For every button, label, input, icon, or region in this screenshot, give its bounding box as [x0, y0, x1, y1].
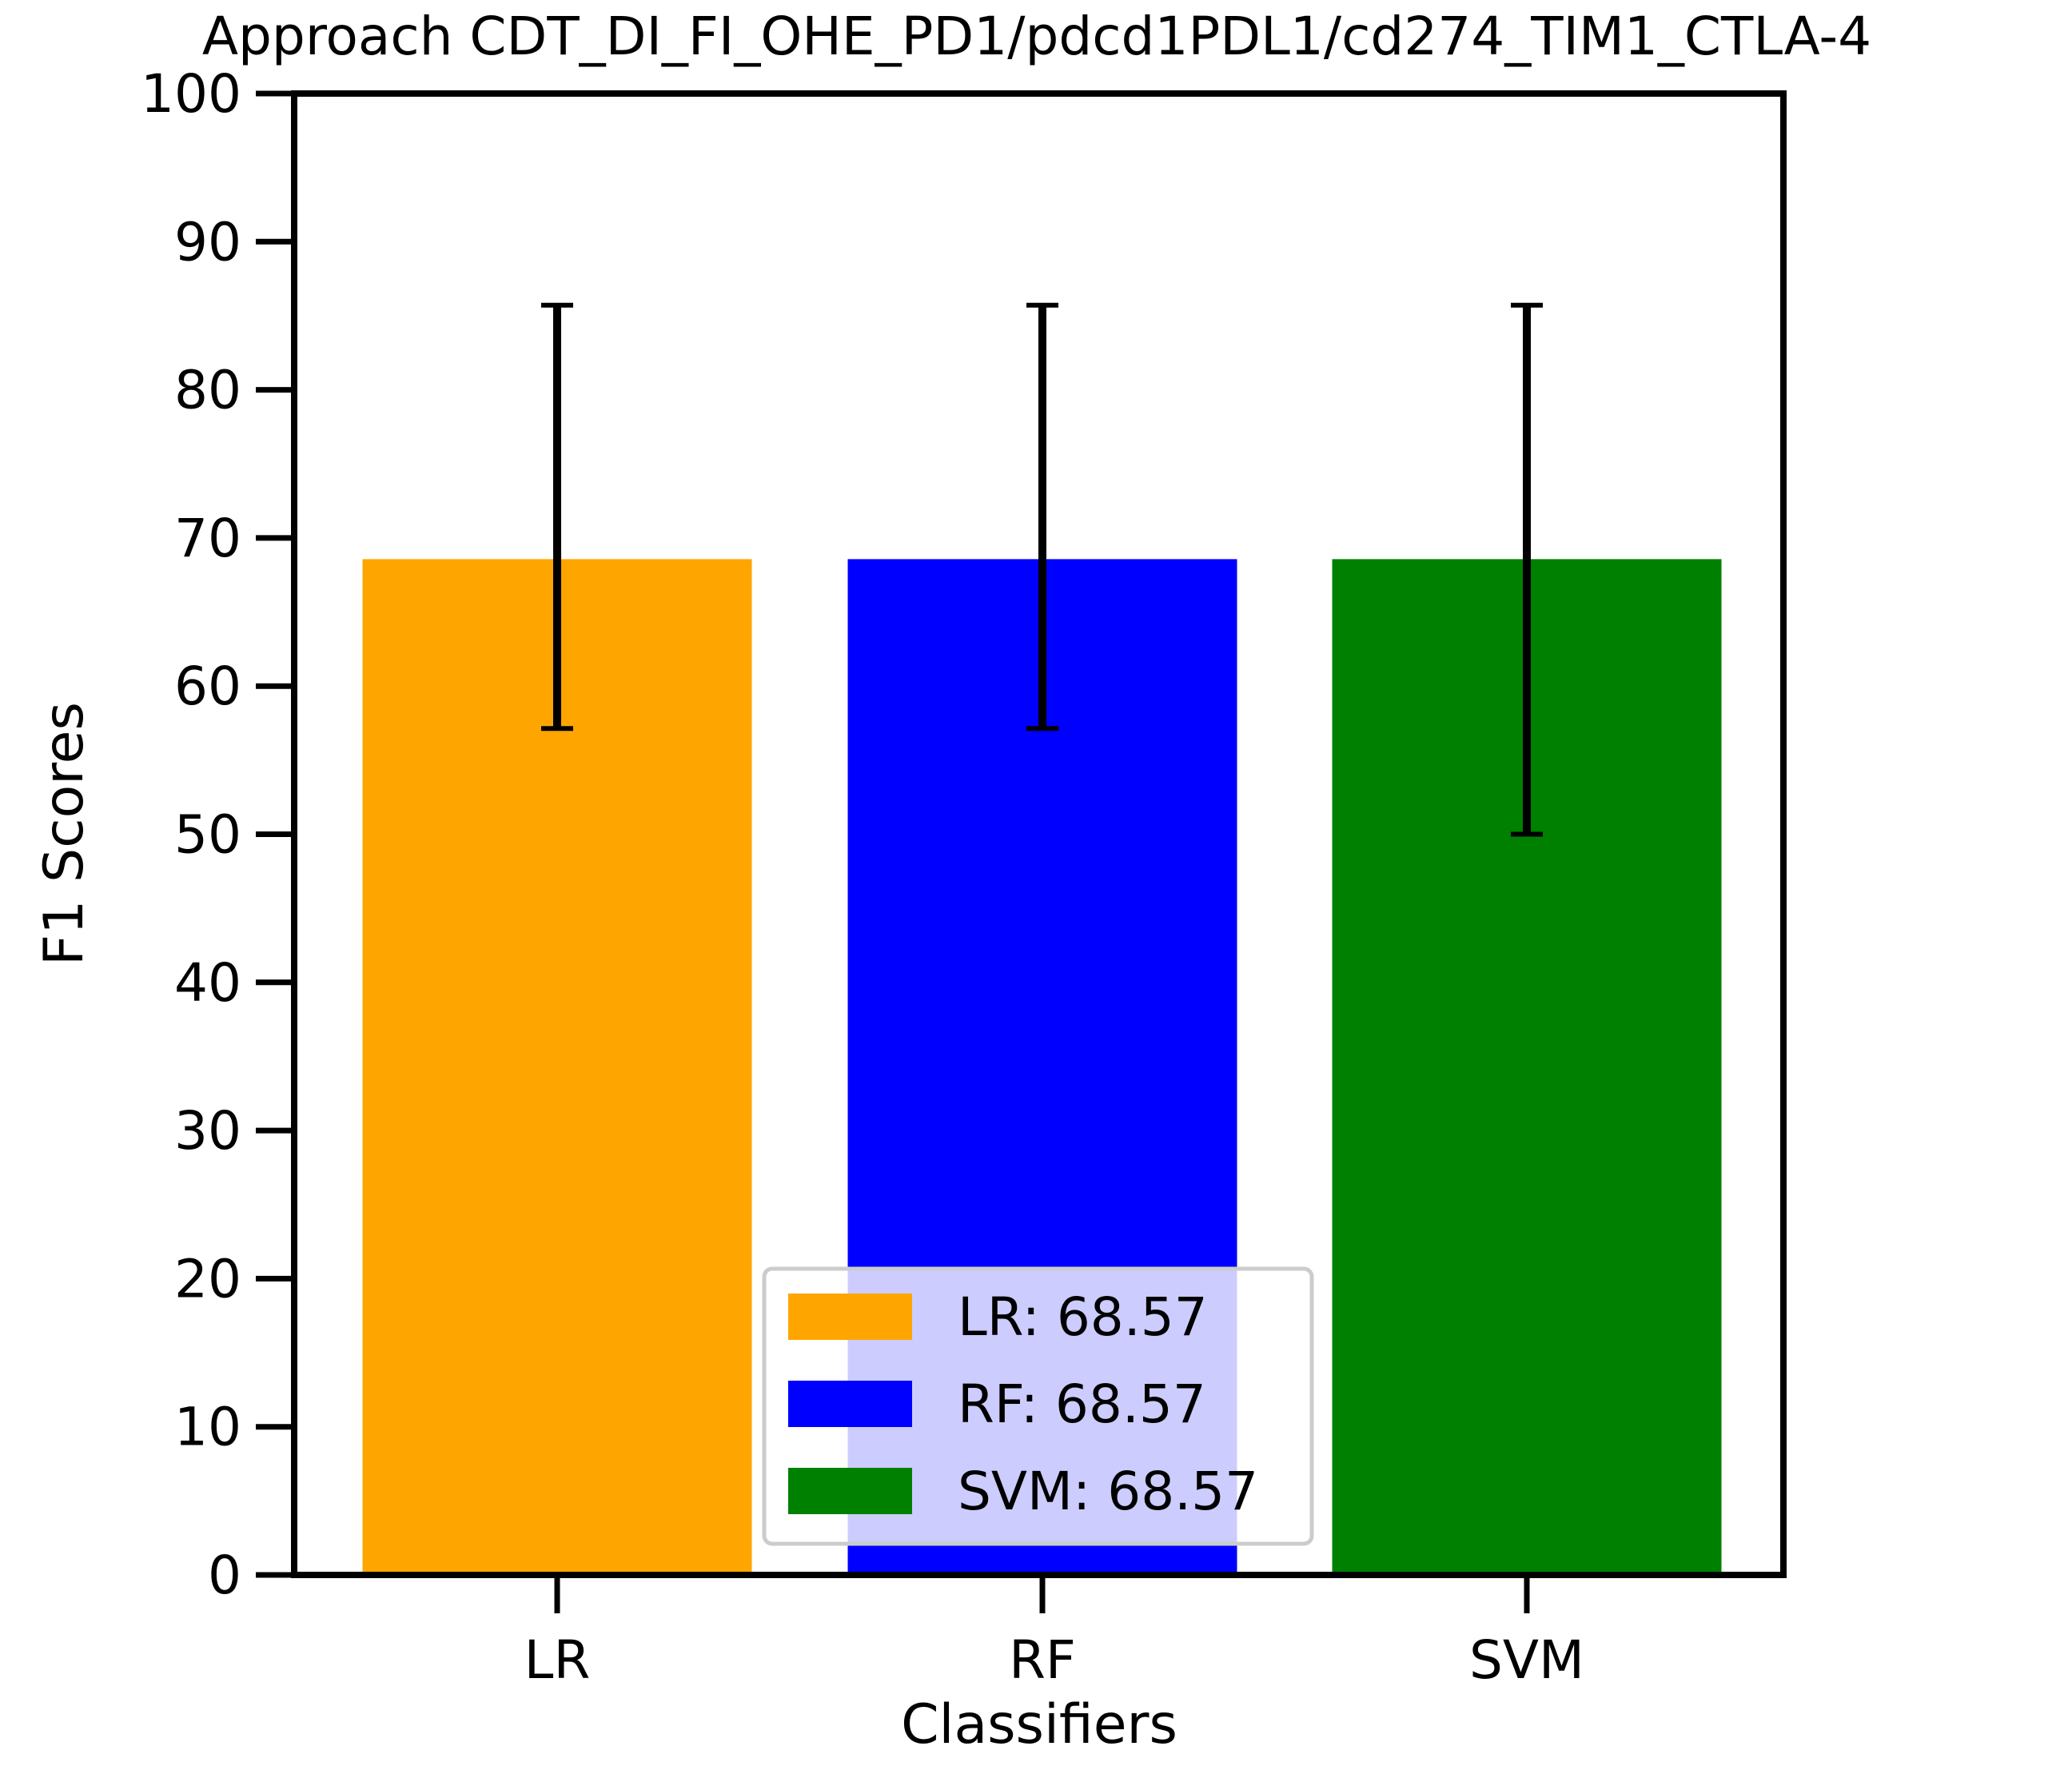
y-axis: 0 10 20 30 40 50 60 70 80 90 100	[141, 63, 294, 1606]
y-tick-label: 0	[208, 1545, 241, 1606]
legend-swatch-svm	[788, 1468, 912, 1514]
error-bar-rf	[1026, 302, 1058, 732]
legend-label-lr: LR: 68.57	[958, 1286, 1208, 1348]
x-tick-label: RF	[1009, 1629, 1076, 1691]
y-tick-label: 40	[174, 952, 241, 1014]
x-axis-label: Classifiers	[901, 1693, 1177, 1756]
legend: LR: 68.57 RF: 68.57 SVM: 68.57	[762, 1266, 1314, 1546]
x-axis: LR RF SVM	[524, 1575, 1584, 1691]
y-tick-label: 20	[174, 1248, 241, 1310]
y-tick-label: 100	[141, 63, 241, 125]
y-tick-label: 60	[174, 656, 241, 717]
y-tick-label: 30	[174, 1100, 241, 1162]
y-tick-label: 90	[174, 211, 241, 273]
error-bars-layer	[541, 302, 1543, 837]
y-tick-label: 10	[174, 1397, 241, 1458]
y-tick-label: 70	[174, 508, 241, 569]
y-tick-label: 50	[174, 804, 241, 866]
chart-title: Approach CDT_DI_FI_OHE_PD1/pdcd1PDL1/cd2…	[202, 6, 1871, 67]
legend-label-svm: SVM: 68.57	[958, 1461, 1258, 1522]
x-tick-label: SVM	[1469, 1629, 1584, 1691]
plot-frame	[291, 90, 1787, 1578]
legend-swatch-rf	[788, 1381, 912, 1427]
legend-label-rf: RF: 68.57	[958, 1373, 1206, 1435]
x-tick-label: LR	[524, 1629, 591, 1691]
y-tick-label: 80	[174, 360, 241, 421]
error-bar-lr	[541, 302, 573, 732]
error-bar-svm	[1511, 302, 1543, 837]
legend-swatch-lr	[788, 1294, 912, 1340]
y-axis-label: F1 Scores	[33, 702, 96, 966]
